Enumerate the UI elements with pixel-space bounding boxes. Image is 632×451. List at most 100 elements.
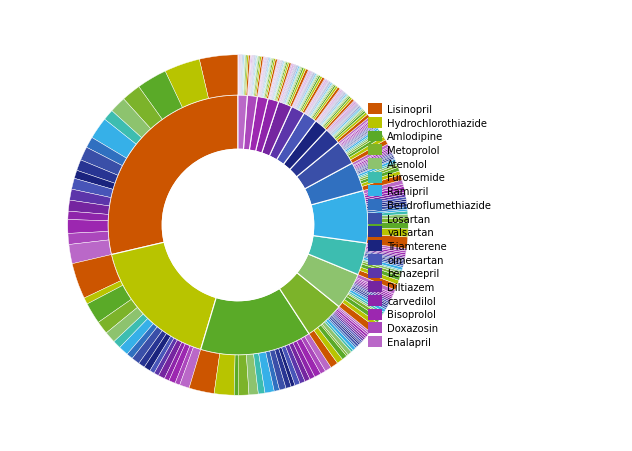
Wedge shape [288,69,306,106]
Wedge shape [271,61,282,100]
Wedge shape [363,261,402,274]
Wedge shape [322,322,351,355]
Wedge shape [296,74,315,110]
Wedge shape [346,295,382,319]
Wedge shape [298,75,317,110]
Wedge shape [279,64,293,103]
Wedge shape [250,56,253,96]
Wedge shape [264,59,272,98]
Wedge shape [256,57,264,97]
Wedge shape [352,145,389,166]
Wedge shape [356,156,394,174]
Wedge shape [359,164,398,180]
Wedge shape [349,290,386,313]
Wedge shape [326,319,356,350]
Wedge shape [282,346,300,386]
Wedge shape [260,58,267,98]
Wedge shape [71,179,113,198]
Wedge shape [329,105,358,133]
Wedge shape [349,137,386,161]
Wedge shape [329,317,359,347]
Wedge shape [334,110,364,138]
Wedge shape [165,60,209,108]
Wedge shape [365,253,404,263]
Wedge shape [363,180,403,194]
Wedge shape [321,95,348,126]
Wedge shape [365,254,404,264]
Wedge shape [108,96,238,255]
Wedge shape [307,82,329,116]
Wedge shape [313,87,337,120]
Wedge shape [362,262,401,276]
Wedge shape [348,134,384,158]
Wedge shape [293,72,311,108]
Wedge shape [301,77,322,113]
Wedge shape [241,55,243,96]
Wedge shape [120,319,154,354]
Wedge shape [332,314,363,343]
Wedge shape [357,275,396,295]
Wedge shape [319,92,344,124]
Wedge shape [275,349,291,388]
Wedge shape [243,56,246,96]
Wedge shape [320,93,346,125]
Wedge shape [240,55,241,96]
Wedge shape [258,58,265,97]
Wedge shape [344,127,377,151]
Wedge shape [355,152,392,171]
Wedge shape [367,200,406,207]
Wedge shape [175,346,193,385]
Wedge shape [292,71,309,108]
Wedge shape [366,247,406,255]
Wedge shape [346,130,380,154]
Wedge shape [280,64,294,103]
Wedge shape [270,61,281,100]
Wedge shape [354,148,391,168]
Wedge shape [356,278,394,296]
Wedge shape [296,339,321,377]
Wedge shape [367,207,408,213]
Wedge shape [271,61,282,100]
Wedge shape [351,141,387,164]
Wedge shape [296,143,352,189]
Wedge shape [254,57,260,97]
Wedge shape [335,311,367,339]
Wedge shape [269,107,304,161]
Wedge shape [250,56,255,97]
Wedge shape [262,59,270,98]
Wedge shape [347,133,382,156]
Wedge shape [367,235,408,249]
Wedge shape [333,110,363,138]
Wedge shape [311,191,368,244]
Wedge shape [311,85,334,119]
Wedge shape [338,118,371,144]
Wedge shape [325,100,354,131]
Wedge shape [352,286,389,307]
Wedge shape [238,96,247,150]
Wedge shape [273,62,284,101]
Wedge shape [87,138,126,166]
Wedge shape [283,66,297,104]
Wedge shape [261,58,269,98]
Wedge shape [365,252,404,262]
Wedge shape [367,204,407,212]
Wedge shape [68,232,109,245]
Wedge shape [339,120,372,145]
Wedge shape [361,264,400,281]
Wedge shape [297,74,316,110]
Wedge shape [264,59,274,99]
Wedge shape [139,72,183,120]
Wedge shape [124,87,162,129]
Wedge shape [323,97,351,128]
Wedge shape [295,73,313,109]
Wedge shape [334,312,365,340]
Wedge shape [331,106,360,135]
Wedge shape [368,212,408,217]
Wedge shape [353,284,390,304]
Wedge shape [262,102,292,157]
Wedge shape [251,56,255,97]
Wedge shape [263,59,272,98]
Wedge shape [105,111,142,145]
Wedge shape [305,164,363,206]
Wedge shape [274,62,286,101]
